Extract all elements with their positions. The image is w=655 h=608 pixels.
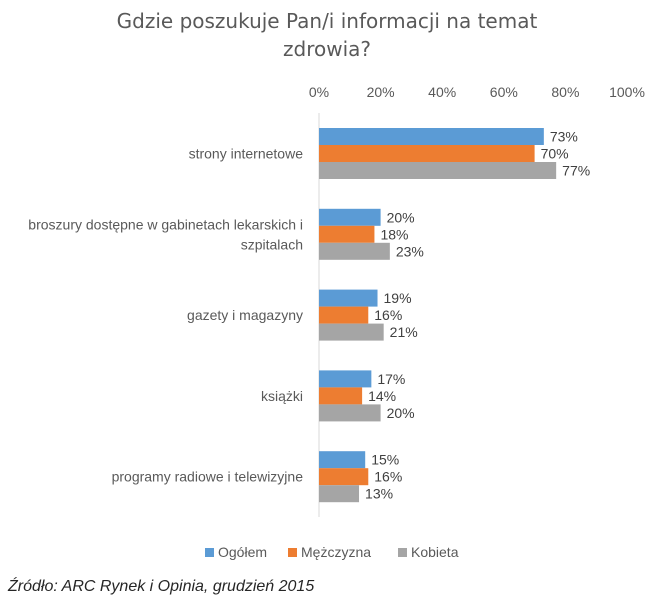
data-label: 20% (387, 405, 415, 421)
legend-swatch (288, 548, 297, 557)
legend-label: Kobieta (411, 544, 459, 560)
data-label: 15% (371, 452, 399, 468)
bar (319, 208, 381, 226)
x-tick-label: 100% (609, 84, 645, 100)
category-label: broszury dostępne w gabinetach lekarskic… (28, 216, 303, 232)
legend-label: Ogółem (218, 544, 267, 560)
chart-title-line: Gdzie poszukuje Pan/i informacji na tema… (117, 9, 538, 33)
legend-swatch (205, 548, 214, 557)
bar (319, 128, 544, 145)
data-label: 16% (374, 469, 402, 485)
x-tick-label: 80% (551, 84, 579, 100)
bar (319, 485, 360, 503)
bar (319, 289, 378, 307)
data-label: 13% (365, 486, 393, 502)
bar (319, 162, 557, 179)
legend-label: Mężczyzna (301, 544, 371, 560)
data-label: 17% (377, 371, 405, 387)
data-label: 73% (550, 129, 578, 145)
category-label: gazety i magazyny (187, 307, 303, 323)
x-tick-label: 20% (367, 84, 395, 100)
bar (319, 370, 372, 388)
data-label: 20% (387, 209, 415, 225)
data-label: 23% (396, 243, 424, 259)
data-label: 14% (368, 388, 396, 404)
bar (319, 145, 535, 162)
bar (319, 242, 390, 260)
chart-title-line: zdrowia? (283, 37, 371, 61)
x-tick-label: 0% (309, 84, 329, 100)
data-label: 16% (374, 307, 402, 323)
data-label: 19% (384, 290, 412, 306)
source-note: Źródło: ARC Rynek i Opinia, grudzień 201… (8, 578, 315, 595)
x-tick-label: 40% (428, 84, 456, 100)
data-label: 77% (562, 163, 590, 179)
bar (319, 468, 369, 486)
category-label: programy radiowe i telewizyjne (112, 469, 304, 485)
category-label: książki (261, 388, 303, 404)
legend-swatch (398, 548, 407, 557)
x-tick-label: 60% (490, 84, 518, 100)
bar (319, 225, 375, 243)
bar (319, 451, 366, 469)
bar (319, 306, 369, 324)
bar (319, 404, 381, 422)
bar (319, 387, 363, 405)
data-label: 18% (380, 226, 408, 242)
data-label: 21% (390, 324, 418, 340)
data-label: 70% (541, 146, 569, 162)
category-label: strony internetowe (189, 146, 304, 162)
category-label: szpitalach (241, 236, 303, 252)
bar (319, 323, 384, 341)
